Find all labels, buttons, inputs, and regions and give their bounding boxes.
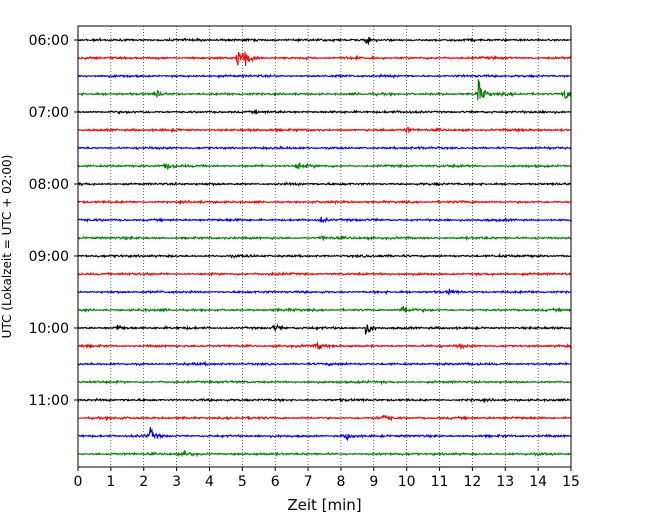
x-tick-label: 4 [205, 474, 214, 490]
x-axis-label: Zeit [min] [287, 496, 361, 514]
x-tick-label: 5 [238, 474, 247, 490]
trace-0715 [77, 126, 572, 134]
x-tick-label: 12 [463, 474, 481, 490]
x-tick-label: 9 [369, 474, 378, 490]
x-tick-label: 14 [529, 474, 547, 490]
trace-0945 [77, 306, 572, 314]
trace-1015 [77, 341, 572, 351]
trace-1045 [77, 379, 572, 386]
trace-0915 [77, 271, 572, 278]
x-tick-label: 1 [106, 474, 115, 490]
y-axis-ticks: 06:00 07:00 08:00 09:00 10:00 11:00 [29, 33, 78, 409]
trace-0615 [77, 51, 572, 67]
trace-0930 [77, 288, 572, 297]
trace-0745 [77, 162, 572, 170]
trace-0630 [77, 73, 572, 79]
trace-0645 [77, 79, 572, 101]
trace-1100 [77, 397, 572, 404]
x-tick-label: 7 [304, 474, 313, 490]
seismic-traces [77, 36, 572, 458]
plot-frame [77, 25, 572, 468]
x-tick-label: 0 [74, 474, 83, 490]
y-tick-label: 09:00 [29, 249, 69, 265]
x-tick-label: 8 [336, 474, 345, 490]
trace-0900 [77, 252, 572, 259]
x-tick-label: 10 [398, 474, 416, 490]
y-tick-label: 11:00 [29, 393, 69, 409]
trace-0815 [77, 199, 572, 206]
trace-1030 [77, 360, 572, 367]
x-tick-label: 3 [172, 474, 181, 490]
y-tick-label: 07:00 [29, 105, 69, 121]
trace-0845 [77, 234, 572, 242]
trace-1115 [77, 414, 572, 422]
x-tick-label: 13 [496, 474, 514, 490]
x-tick-label: 6 [271, 474, 280, 490]
y-tick-label: 06:00 [29, 33, 69, 49]
y-tick-label: 08:00 [29, 177, 69, 193]
y-axis-label: UTC (Lokalzeit = UTC + 02:00) [0, 155, 14, 339]
trace-1145 [77, 449, 572, 458]
trace-0830 [77, 216, 572, 224]
trace-0600 [77, 36, 572, 46]
trace-0730 [77, 145, 572, 151]
x-tick-label: 15 [562, 474, 580, 490]
trace-0700 [77, 108, 572, 116]
x-tick-label: 2 [139, 474, 148, 490]
trace-1000 [77, 323, 572, 335]
x-axis-ticks: 0 1 2 3 4 5 6 7 8 9 10 11 12 13 14 15 [74, 467, 580, 490]
trace-0800 [77, 181, 572, 187]
trace-1130 [77, 426, 572, 442]
y-tick-label: 10:00 [29, 321, 69, 337]
x-tick-label: 11 [431, 474, 449, 490]
